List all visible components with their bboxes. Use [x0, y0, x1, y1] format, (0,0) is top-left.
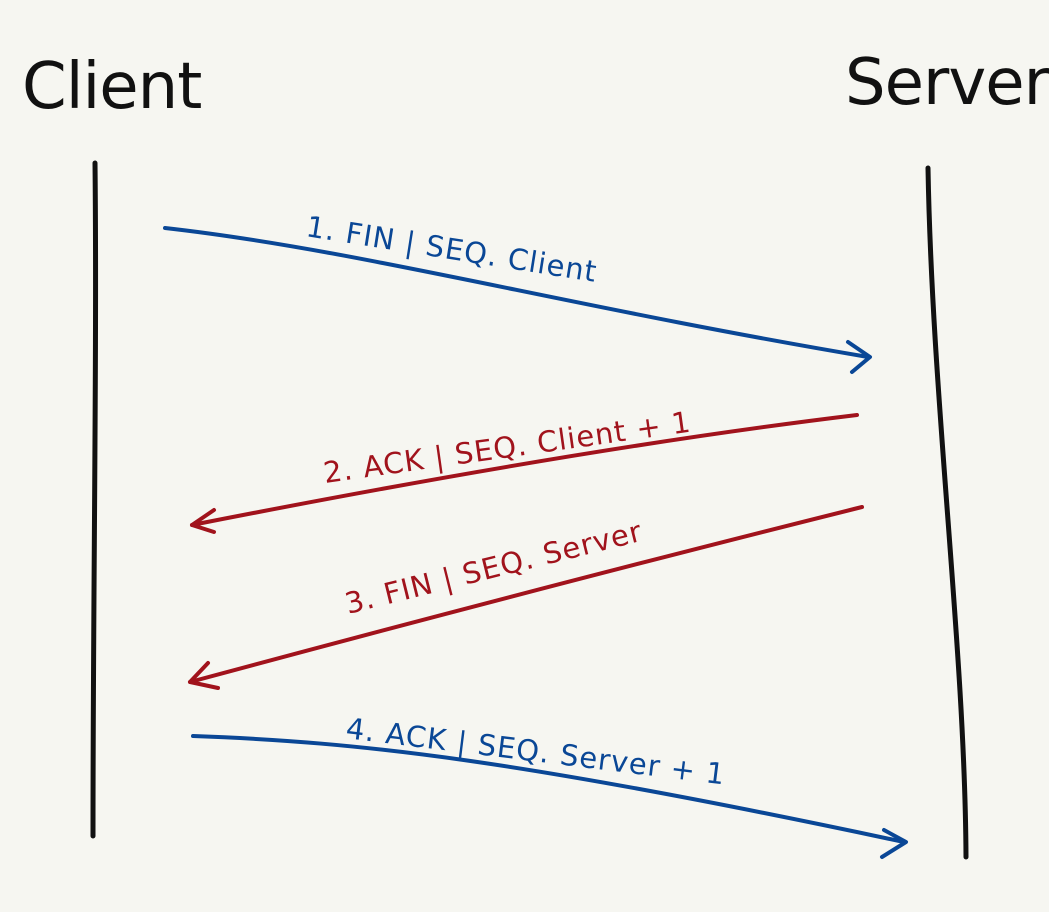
message-3-label: 3. FIN | SEQ. Server: [341, 514, 645, 621]
arrowhead-right-icon: [846, 340, 872, 374]
message-1-arrow: [163, 226, 872, 374]
message-2-arrow: [190, 413, 859, 534]
message-3-arrow: [188, 505, 864, 690]
client-title: Client: [22, 50, 201, 124]
server-title: Server: [845, 46, 1049, 120]
arrowhead-left-icon: [188, 661, 220, 690]
arrowhead-right-icon: [880, 828, 908, 859]
message-4-arrow: [191, 734, 908, 859]
server-lifeline: [925, 165, 969, 860]
client-lifeline: [90, 160, 99, 839]
arrowhead-left-icon: [190, 508, 216, 534]
message-4-label: 4. ACK | SEQ. Server + 1: [344, 711, 727, 791]
